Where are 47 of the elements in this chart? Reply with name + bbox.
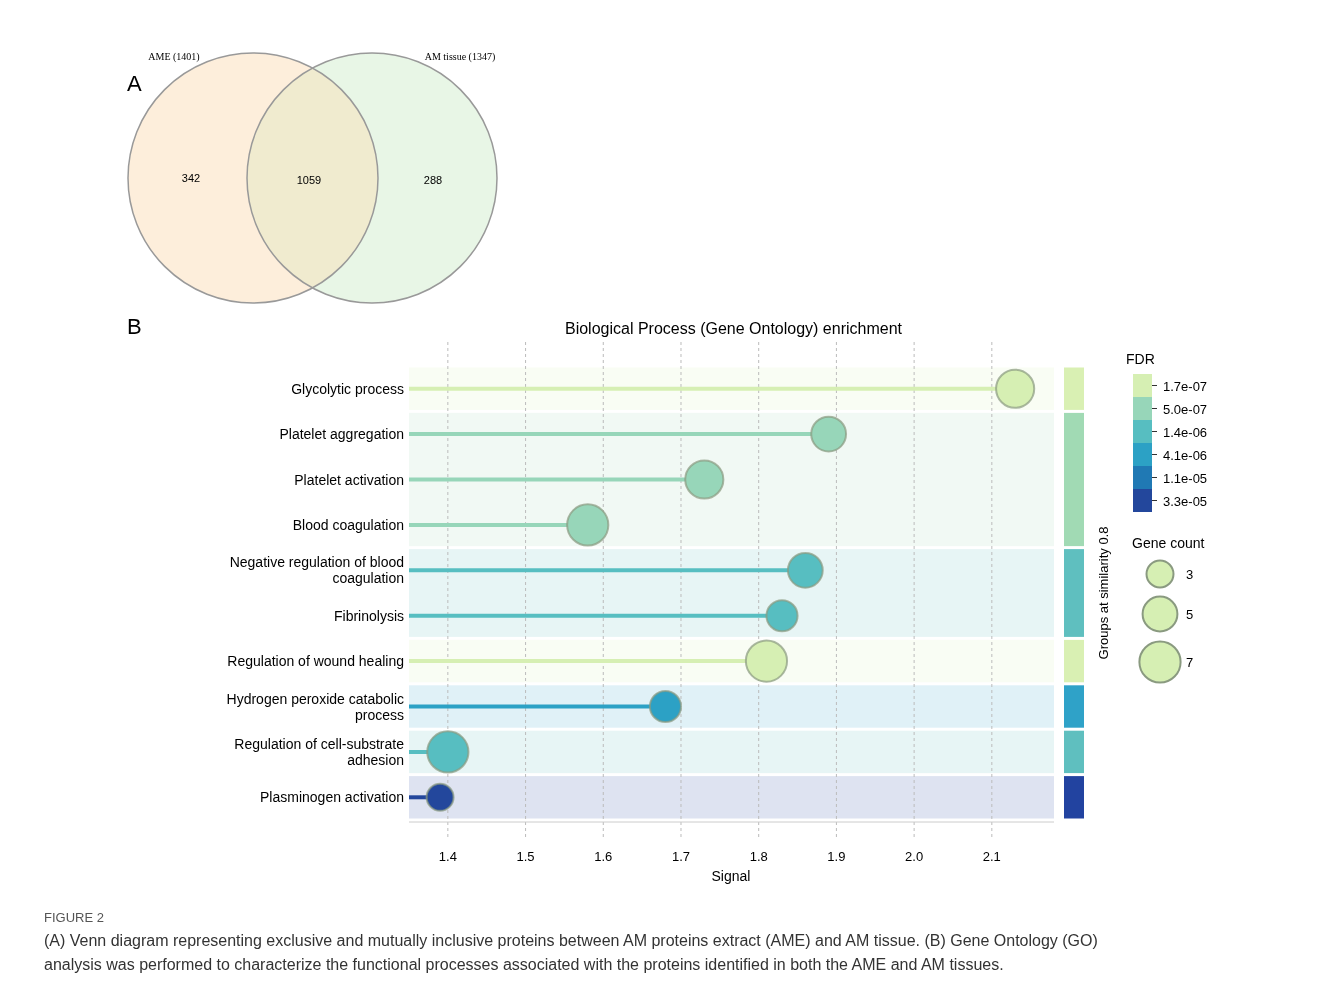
legend-label: 1.7e-07 [1163,378,1208,394]
x-tick-label: 1.4 [438,849,457,864]
point [744,639,789,683]
x-tick-label: 2.1 [982,849,1001,864]
x-axis-title: Signal [711,868,751,884]
text: AME (1401) [148,51,200,63]
point [786,551,824,589]
legend-label: 3 [1186,567,1194,582]
y-tick-label: Platelet activation [294,471,404,488]
text: Gene count [1132,535,1205,551]
legend-label: 3.3e-05 [1163,493,1208,509]
data-label: 342 [181,172,201,184]
y-tick-label: Fibrinolysis [333,607,404,624]
caption: FIGURE 2 [44,910,104,925]
y-tick-label: Blood coagulation [292,516,404,533]
data-label: 1059 [296,174,322,186]
x-tick-label: 1.6 [594,849,613,864]
legend-title: FDR [1126,351,1155,367]
x-tick-label: 1.5 [516,849,535,864]
legend-label: 5.0e-07 [1163,401,1208,417]
legend-label: 7 [1186,655,1194,670]
x-tick-label: 1.7 [671,849,691,864]
legend-label: 1.1e-05 [1163,470,1208,486]
text: (A) Venn diagram representing exclusive and mutually inclusive proteins between AM proteins extract (AME) and AM tissue. (B) Gene Ontology (GO) analysis was performed to characterize the functional processes associated with the proteins identified in both the AME and AM tissues. [44,932,1098,973]
y-tick-label: Glycolytic process [291,380,404,397]
y-tick-label: Hydrogen peroxide catabolic process [226,690,404,723]
data-label: 288 [423,174,443,186]
y-tick-label: Platelet aggregation [279,426,404,443]
legend-label: 1.4e-06 [1163,424,1208,440]
y-tick-label: Plasminogen activation [260,789,404,806]
legend-label: 4.1e-06 [1163,447,1208,463]
chart-title: Biological Process (Gene Ontology) enrichment [564,320,903,337]
y2-axis-title: Groups at similarity 0.8 [1096,526,1111,660]
y-tick-label: Regulation of wound healing [227,653,404,670]
text: A [127,71,142,96]
point [425,782,455,812]
y-tick-label: Regulation of cell-substrate adhesion [234,735,405,768]
x-tick-label: 2.0 [905,849,924,864]
point [684,459,725,500]
point [995,368,1036,409]
text: AM tissue (1347) [424,51,496,63]
legend-label: 5 [1186,607,1194,622]
x-tick-label: 1.8 [749,849,768,864]
x-tick-label: 1.9 [827,849,846,864]
text: B [127,314,142,339]
y-tick-label: Negative regulation of blood coagulation [229,554,404,587]
point [648,689,683,724]
